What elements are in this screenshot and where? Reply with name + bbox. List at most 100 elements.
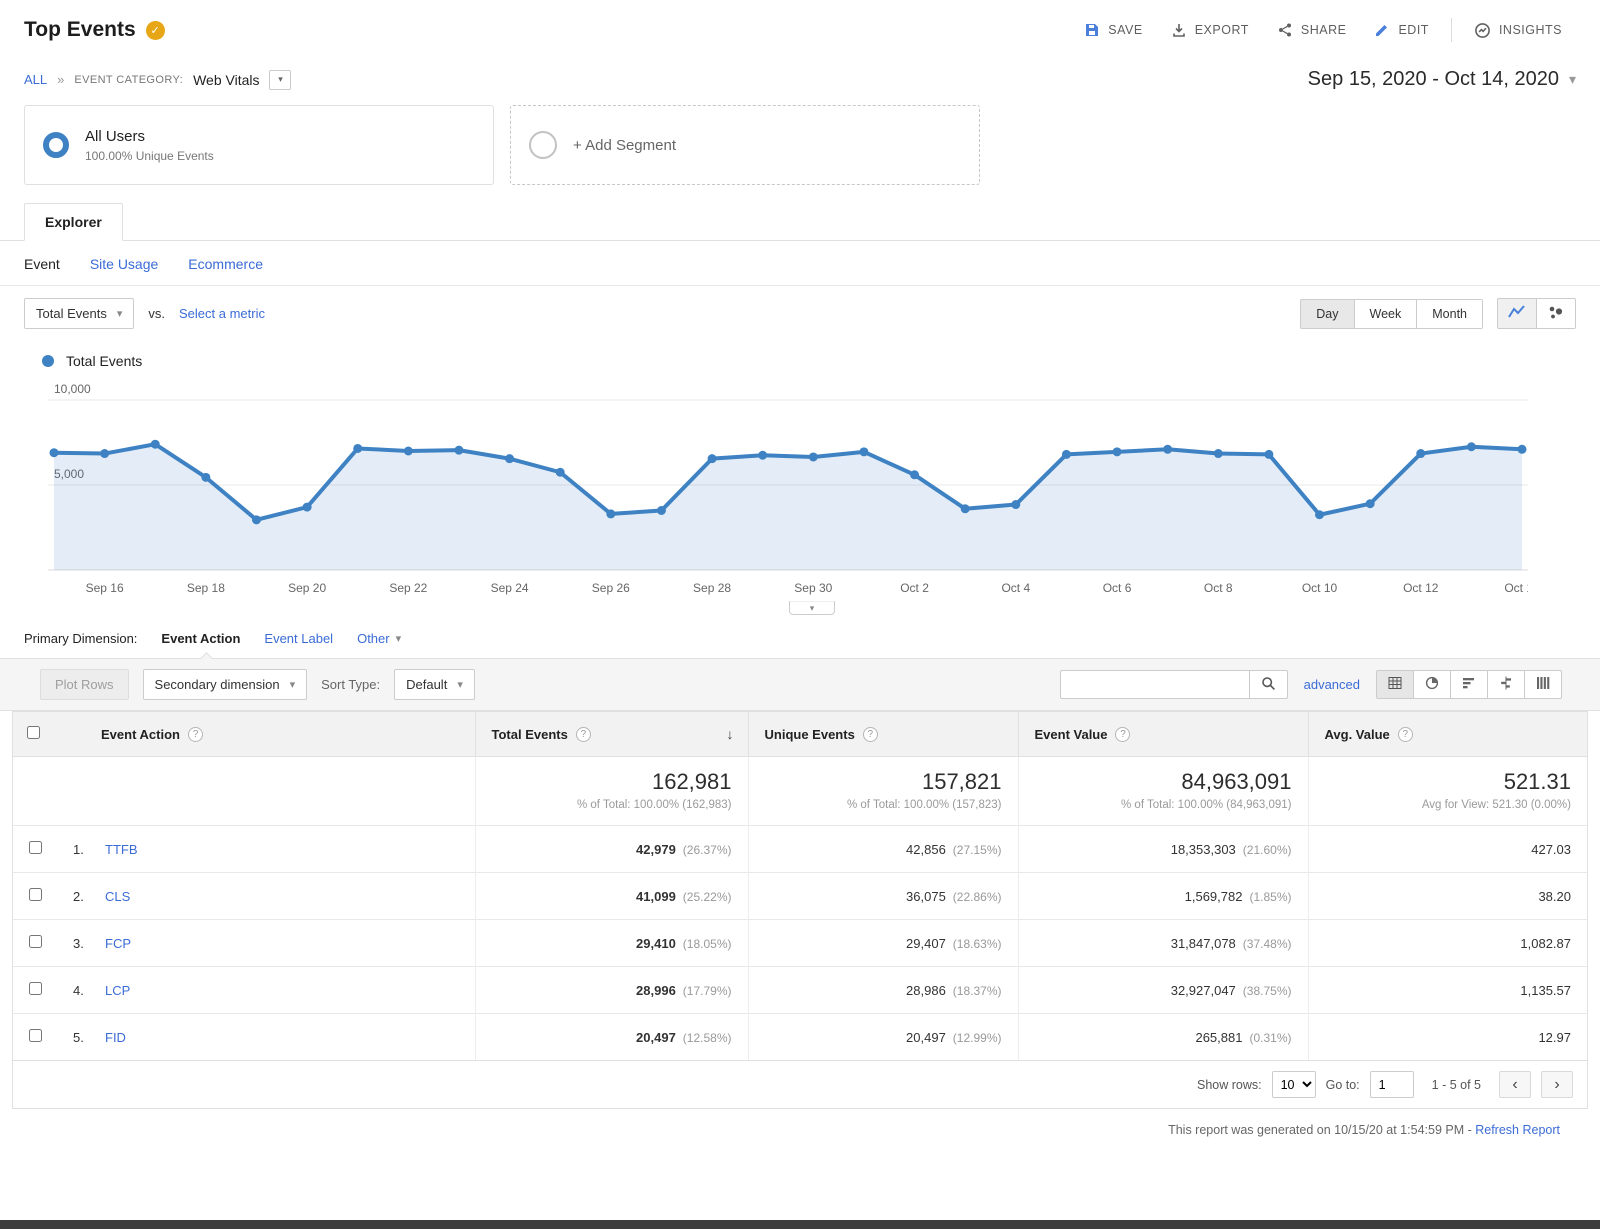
event-action-link[interactable]: FCP [105, 935, 131, 951]
granularity-day-button[interactable]: Day [1300, 298, 1355, 329]
show-rows-select[interactable]: 10 [1271, 1071, 1316, 1098]
row-checkbox[interactable] [29, 982, 42, 995]
table-search-button[interactable] [1249, 670, 1288, 699]
secondary-dimension-dropdown[interactable]: Secondary dimension [142, 669, 308, 700]
event-action-link[interactable]: TTFB [105, 841, 138, 857]
table-body: 162,981 % of Total: 100.00% (162,983) 15… [13, 756, 1587, 1060]
dimension-event-action[interactable]: Event Action [161, 631, 241, 646]
performance-view-button[interactable] [1450, 670, 1488, 699]
share-button[interactable]: SHARE [1263, 14, 1361, 46]
subtab-event[interactable]: Event [24, 256, 60, 272]
row-rank: 1. [73, 841, 84, 857]
event-action-link[interactable]: CLS [105, 888, 131, 904]
select-all-checkbox[interactable] [27, 726, 40, 739]
row-checkbox[interactable] [29, 1029, 42, 1042]
dimension-other-dropdown[interactable]: Other [357, 631, 401, 646]
row-checkbox[interactable] [29, 935, 42, 948]
total-events-pct: (26.37%) [682, 842, 732, 857]
row-checkbox[interactable] [29, 841, 42, 854]
vs-label: vs. [148, 306, 165, 321]
edit-button[interactable]: EDIT [1360, 14, 1442, 46]
avg-value-value: 38.20 [1538, 888, 1571, 904]
search-icon [1261, 676, 1276, 694]
sort-type-dropdown[interactable]: Default [394, 669, 475, 700]
segment-subtitle: 100.00% Unique Events [85, 148, 214, 163]
insights-button[interactable]: INSIGHTS [1460, 14, 1576, 47]
add-segment-button[interactable]: + Add Segment [510, 105, 980, 185]
column-header-total-events[interactable]: Total Events [474, 711, 748, 757]
timeseries-chart[interactable]: 10,000 5,000 Sep 16 Sep 18 Sep 20 Sep 22 Sep 2… [48, 375, 1576, 615]
chart-legend: Total Events [42, 353, 1576, 369]
svg-text:Sep 24: Sep 24 [491, 581, 529, 595]
data-table-view-button[interactable] [1376, 670, 1414, 699]
advanced-search-link[interactable]: advanced [1303, 677, 1360, 692]
event-value-value: 31,847,078 [1170, 935, 1236, 951]
event-category-dropdown[interactable] [269, 69, 292, 90]
subtab-site-usage[interactable]: Site Usage [89, 256, 159, 272]
motion-chart-view-button[interactable] [1536, 298, 1576, 329]
table-view-toggle [1376, 670, 1562, 699]
avg-value-value: 1,135.57 [1520, 982, 1571, 998]
event-category-label: EVENT CATEGORY: [74, 73, 184, 86]
legend-dot-icon [42, 355, 54, 367]
svg-text:Sep 18: Sep 18 [187, 581, 225, 595]
save-button[interactable]: SAVE [1070, 14, 1156, 46]
export-button[interactable]: EXPORT [1157, 14, 1263, 46]
timeseries-chart-svg[interactable]: 10,000 5,000 Sep 16 Sep 18 Sep 20 Sep 22 Sep 2… [48, 375, 1540, 600]
svg-text:Sep 16: Sep 16 [86, 581, 124, 595]
percentage-view-button[interactable] [1413, 670, 1451, 699]
event-value-pct: (0.31%) [1249, 1030, 1292, 1045]
pagination-bar: Show rows: 10 Go to: 1 - 5 of 5 [13, 1060, 1587, 1108]
unique-events-total: 157,821 [921, 769, 1002, 794]
select-metric-link[interactable]: Select a metric [178, 306, 265, 321]
line-chart-view-button[interactable] [1497, 298, 1537, 329]
data-table-icon [1388, 676, 1402, 693]
dimension-event-label[interactable]: Event Label [264, 631, 334, 646]
unique-events-value: 36,075 [906, 888, 946, 904]
tab-explorer[interactable]: Explorer [24, 203, 123, 241]
avg-value-value: 12.97 [1538, 1029, 1571, 1045]
event-value-pct: (21.60%) [1242, 842, 1292, 857]
granularity-month-button[interactable]: Month [1416, 298, 1483, 329]
help-icon[interactable] [862, 726, 878, 742]
comparison-view-button[interactable] [1487, 670, 1525, 699]
next-page-button[interactable] [1541, 1071, 1573, 1098]
svg-text:5,000: 5,000 [54, 467, 84, 481]
granularity-week-button[interactable]: Week [1353, 298, 1418, 329]
total-events-note: % of Total: 100.00% (162,983) [576, 799, 732, 811]
pivot-icon [1536, 676, 1550, 693]
goto-page-input[interactable] [1369, 1071, 1414, 1098]
plot-rows-button[interactable]: Plot Rows [40, 669, 129, 700]
chart-collapse-handle[interactable] [789, 601, 835, 615]
row-checkbox[interactable] [29, 888, 42, 901]
help-icon[interactable] [575, 726, 591, 742]
unique-events-pct: (27.15%) [952, 842, 1002, 857]
subtab-ecommerce[interactable]: Ecommerce [188, 256, 263, 272]
breadcrumb-all-link[interactable]: ALL [24, 72, 48, 87]
unique-events-note: % of Total: 100.00% (157,823) [846, 799, 1002, 811]
column-header-event-action[interactable]: Event Action [57, 711, 475, 757]
refresh-report-link[interactable]: Refresh Report [1475, 1123, 1560, 1137]
divider [1450, 18, 1452, 42]
event-action-link[interactable]: FID [105, 1029, 126, 1045]
column-header-event-value[interactable]: Event Value [1017, 711, 1308, 757]
total-events-pct: (17.79%) [682, 983, 732, 998]
help-icon[interactable] [1115, 726, 1131, 742]
table-row: 4. LCP 28,996 (17.79%) 28,986 (18.37%) 32,9… [13, 966, 1587, 1014]
table-header-row: Event Action Total Events Unique Events … [13, 711, 1587, 757]
unique-events-value: 42,856 [906, 841, 946, 857]
row-rank: 2. [73, 888, 84, 904]
help-icon[interactable] [187, 726, 203, 742]
metric-selector-dropdown[interactable]: Total Events [24, 298, 135, 329]
previous-page-button[interactable] [1499, 1071, 1531, 1098]
pivot-view-button[interactable] [1524, 670, 1562, 699]
column-header-unique-events[interactable]: Unique Events [747, 711, 1018, 757]
segment-all-users[interactable]: All Users 100.00% Unique Events [24, 105, 494, 185]
column-header-avg-value[interactable]: Avg. Value [1307, 711, 1587, 757]
event-value-value: 265,881 [1195, 1029, 1243, 1045]
event-action-link[interactable]: LCP [105, 982, 131, 998]
avg-value-value: 427.03 [1531, 841, 1571, 857]
table-search-input[interactable] [1059, 670, 1250, 699]
date-range-selector[interactable]: Sep 15, 2020 - Oct 14, 2020 [1308, 68, 1576, 91]
help-icon[interactable] [1397, 726, 1413, 742]
